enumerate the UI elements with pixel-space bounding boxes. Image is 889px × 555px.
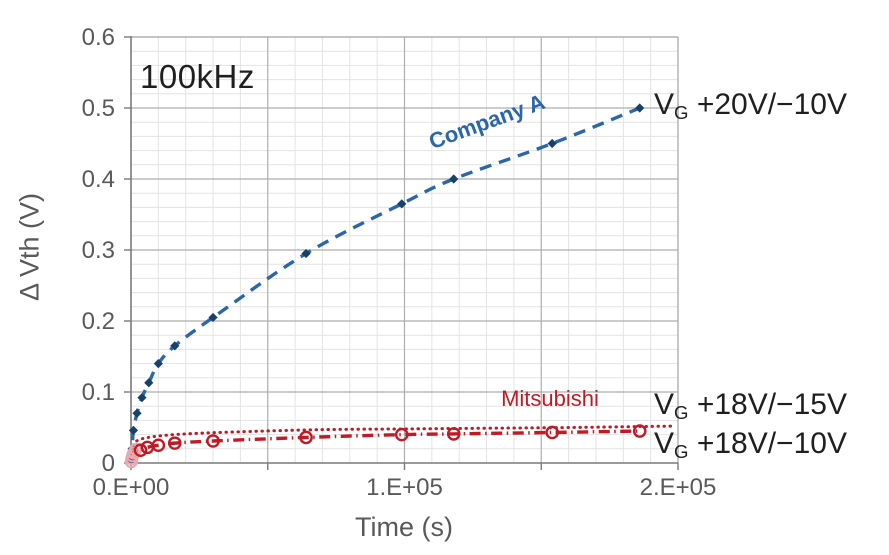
y-tick-label: 0.3 — [82, 237, 115, 264]
series-marker-diamond — [397, 199, 407, 209]
condition-label: VG +18V/−10V — [654, 428, 847, 462]
condition-label: VG +20V/−10V — [654, 89, 847, 123]
condition-label-text: V — [654, 387, 675, 421]
series-marker-diamond — [449, 174, 459, 184]
series-marker-diamond — [144, 378, 154, 388]
series-marker-circle — [151, 438, 166, 453]
series-marker-diamond — [137, 393, 147, 403]
condition-label-text: +18V/−15V — [688, 387, 847, 421]
condition-label-text: +18V/−10V — [688, 427, 847, 461]
y-tick-label: 0.2 — [82, 308, 115, 335]
series-marker-circle — [299, 430, 313, 445]
series-marker-diamond — [208, 312, 218, 323]
series-line-2 — [130, 429, 640, 461]
series-marker-diamond — [153, 359, 163, 369]
series-marker-diamond — [301, 248, 311, 259]
y-axis-title: Δ Vth (V) — [14, 192, 45, 302]
series-marker-circle — [632, 424, 647, 438]
series-marker-diamond — [128, 425, 139, 435]
series-line-1 — [129, 424, 675, 459]
series-marker-diamond — [547, 138, 557, 149]
series-marker-circle — [206, 434, 220, 448]
y-tick-label: 0.6 — [82, 24, 115, 51]
series-marker-diamond — [170, 341, 180, 351]
x-tick-label: 0.E+00 — [93, 474, 170, 501]
x-tick-label: 1.E+05 — [366, 474, 443, 501]
condition-label: VG +18V/−15V — [654, 387, 847, 423]
series-marker-diamond — [132, 408, 142, 418]
series-marker-circle — [394, 427, 409, 442]
condition-label-text: V — [654, 427, 675, 461]
condition-label-text: G — [674, 102, 689, 124]
y-tick-label: 0.5 — [82, 95, 115, 122]
x-axis-title: Time (s) — [355, 512, 453, 542]
series-marker-circle — [167, 436, 182, 450]
condition-label-text: G — [674, 401, 689, 423]
series-marker-diamond — [635, 103, 645, 113]
series-marker-circle — [446, 427, 461, 441]
series-marker-circle — [545, 425, 559, 440]
frequency-annotation: 100kHz — [140, 58, 255, 95]
condition-label-text: G — [674, 441, 689, 463]
condition-label-text: V — [654, 88, 675, 121]
condition-label-text: +20V/−10V — [688, 88, 847, 121]
y-tick-label: 0 — [102, 450, 115, 477]
x-tick-label: 2.E+05 — [640, 474, 717, 501]
y-tick-label: 0.1 — [82, 379, 115, 406]
series-label-mitsubishi: Mitsubishi — [501, 386, 599, 411]
series-marker-circle — [133, 443, 148, 458]
y-tick-label: 0.4 — [82, 166, 115, 193]
